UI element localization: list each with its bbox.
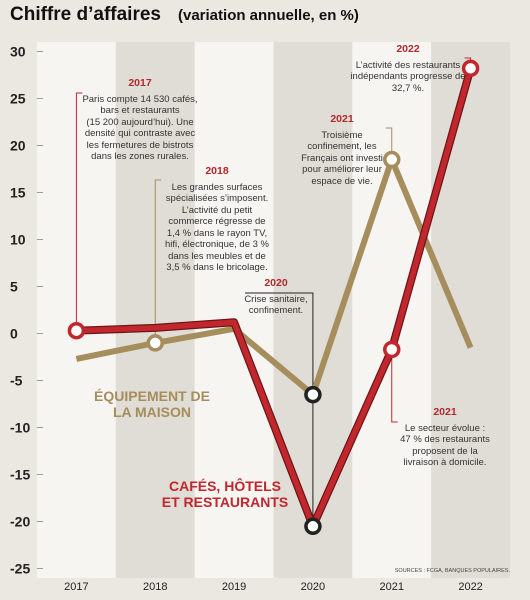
annotation: 2020 Crise sanitaire, confinement. xyxy=(238,277,314,317)
annotation-text: dans les meubles et de xyxy=(168,250,266,262)
annotation-text: Français ont investi xyxy=(301,152,383,164)
series-line xyxy=(75,156,474,398)
annotation-year: 2021 xyxy=(330,113,354,125)
y-tick-label: 0 xyxy=(10,326,18,342)
source: SOURCES : FCGA, BANQUES POPULAIRES. xyxy=(395,568,511,574)
x-tick-label: 2021 xyxy=(380,581,404,593)
chart-title: Chiffre d’affaires xyxy=(10,4,161,25)
annotation-text: hifi, électronique, de 3 % xyxy=(164,239,270,250)
annotation-text: L’activité du petit xyxy=(181,204,253,216)
annotation-text: commerce régresse de xyxy=(168,216,266,227)
annotation-text: livraison à domicile. xyxy=(403,457,487,468)
annotation-text: confinement, les xyxy=(307,141,377,152)
annotation-text: spécialisées s’imposent. xyxy=(165,193,269,204)
point-marker xyxy=(383,150,401,169)
y-tick-label: -5 xyxy=(10,373,23,389)
y-tick-label: 5 xyxy=(10,278,18,294)
band xyxy=(431,42,510,578)
annotation-text: L’activité des restaurants xyxy=(355,59,461,71)
annotation-text: densité qui contraste avec xyxy=(84,128,196,139)
leader-line xyxy=(391,349,398,423)
annotation: 2017 Paris compte 14 530 cafés, bars et re… xyxy=(78,77,202,163)
annotation-text: Paris compte 14 530 cafés, xyxy=(82,93,198,105)
leader-line xyxy=(154,179,162,343)
x-tick-label: 2017 xyxy=(64,581,88,593)
annotation: 2021 Troisième confinement, les Français on… xyxy=(292,113,392,187)
y-tick-label: 15 xyxy=(10,184,26,200)
annotation-text: les fermetures de bistrots xyxy=(86,139,194,151)
x-tick-label: 2022 xyxy=(458,581,482,593)
annotation-text: confinement. xyxy=(248,305,304,316)
series-label: CAFÉS, HÔTELS ET RESTAURANTS xyxy=(161,478,289,510)
annotation-text: proposent de la xyxy=(412,445,478,457)
y-tick-label: 20 xyxy=(10,137,26,153)
x-tick-label: 2018 xyxy=(143,581,167,593)
point-marker xyxy=(304,517,322,536)
point-marker xyxy=(461,59,480,78)
y-tick-label: 25 xyxy=(10,90,26,106)
annotation-year: 2018 xyxy=(205,165,229,177)
x-tick-label: 2020 xyxy=(301,581,325,593)
band xyxy=(194,42,274,578)
chart-subtitle: (variation annuelle, en %) xyxy=(178,7,359,24)
y-tick-label: -20 xyxy=(10,514,30,530)
y-tick-label: -25 xyxy=(10,561,30,577)
point-marker xyxy=(146,334,164,352)
series-label: ÉQUIPEMENT DE LA MAISON xyxy=(94,388,210,420)
annotation-leaders xyxy=(75,57,472,527)
annotation: 2022 L’activité des restaurants indépendan… xyxy=(346,43,470,94)
y-tick-label: 10 xyxy=(10,231,26,247)
annotation-year: 2021 xyxy=(433,406,457,418)
annotation: 2018 Les grandes surfaces spécialisées s’i… xyxy=(162,165,272,274)
annotation-text: Troisième xyxy=(321,129,363,141)
annotation-text: Crise sanitaire, xyxy=(244,293,308,305)
annotation-year: 2017 xyxy=(128,77,152,89)
annotation-text: bars et restaurants xyxy=(100,105,180,116)
annotation-text: Le secteur évolue : xyxy=(404,422,486,434)
series-line xyxy=(76,67,474,530)
y-tick-label: 30 xyxy=(10,43,26,59)
leader-line xyxy=(75,92,83,331)
annotation-text: 3,5 % dans le bricolage. xyxy=(166,262,268,273)
annotation-text: 32,7 %. xyxy=(391,82,425,94)
leader-line xyxy=(245,292,314,527)
annotation-text: (15 200 aujourd’hui). Une xyxy=(86,116,194,128)
annotation-year: 2020 xyxy=(264,277,288,289)
annotation-year: 2022 xyxy=(396,43,420,55)
annotation-text: pour améliorer leur xyxy=(302,164,382,175)
annotation-text: dans les zones rurales. xyxy=(91,151,189,162)
annotation-text: Les grandes surfaces xyxy=(171,181,263,193)
point-marker xyxy=(383,340,401,359)
leader-line xyxy=(385,127,393,160)
background xyxy=(37,42,510,578)
y-tick-label: -10 xyxy=(10,420,30,436)
annotation-text: espace de vie. xyxy=(311,175,373,187)
annotation-text: indépendants progresse de xyxy=(350,71,466,82)
annotation-text: 47 % des restaurants xyxy=(400,434,490,445)
point-marker xyxy=(67,321,86,340)
x-tick-label: 2019 xyxy=(222,581,246,593)
annotation: 2021 Le secteur évolue :47 % des restaura… xyxy=(395,406,495,469)
y-tick-label: -15 xyxy=(10,467,30,483)
annotation-text: 1,4 % dans le rayon TV, xyxy=(166,227,268,239)
point-marker xyxy=(304,385,322,404)
